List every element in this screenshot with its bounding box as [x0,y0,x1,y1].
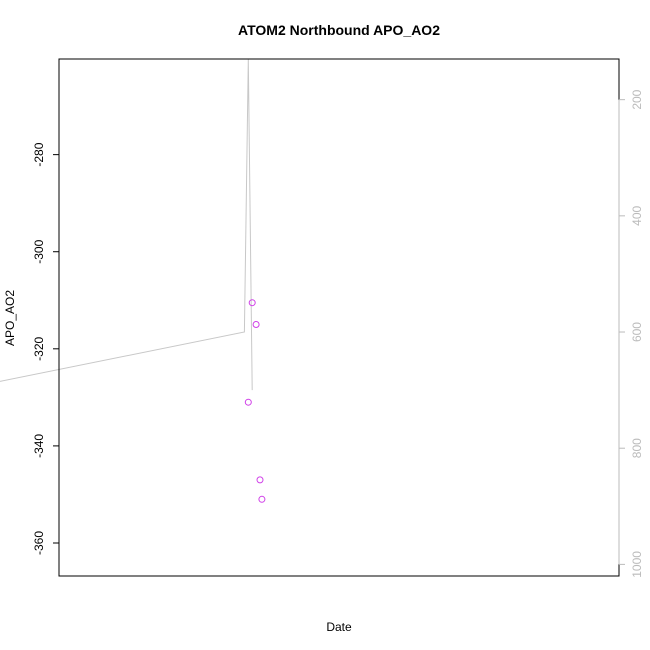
data-point [248,299,256,307]
x-axis-label: Date [326,620,352,634]
y-tick-label: -360 [32,531,46,555]
data-point [256,476,264,484]
y2-axis: 200 400 600 800 1000 [618,89,644,578]
chart-title: ATOM2 Northbound APO_AO2 [238,22,440,38]
y-tick-label: -280 [32,142,46,166]
y2-tick-label: 800 [630,438,644,458]
y-tick-label: -300 [32,239,46,263]
y2-tick-label: 200 [630,89,644,109]
data-point [244,398,252,406]
plot-frame [58,58,620,577]
data-point [258,495,266,503]
y-axis: -360 -340 -320 -300 -280 [32,142,60,555]
y2-tick-label: 400 [630,206,644,226]
y2-tick-label: 600 [630,322,644,342]
y-axis-label: APO_AO2 [3,290,17,346]
data-point [252,321,260,328]
data-points [244,299,266,503]
y-tick-label: -340 [32,434,46,458]
y-tick-label: -320 [32,336,46,360]
y2-tick-label: 1000 [630,551,644,578]
